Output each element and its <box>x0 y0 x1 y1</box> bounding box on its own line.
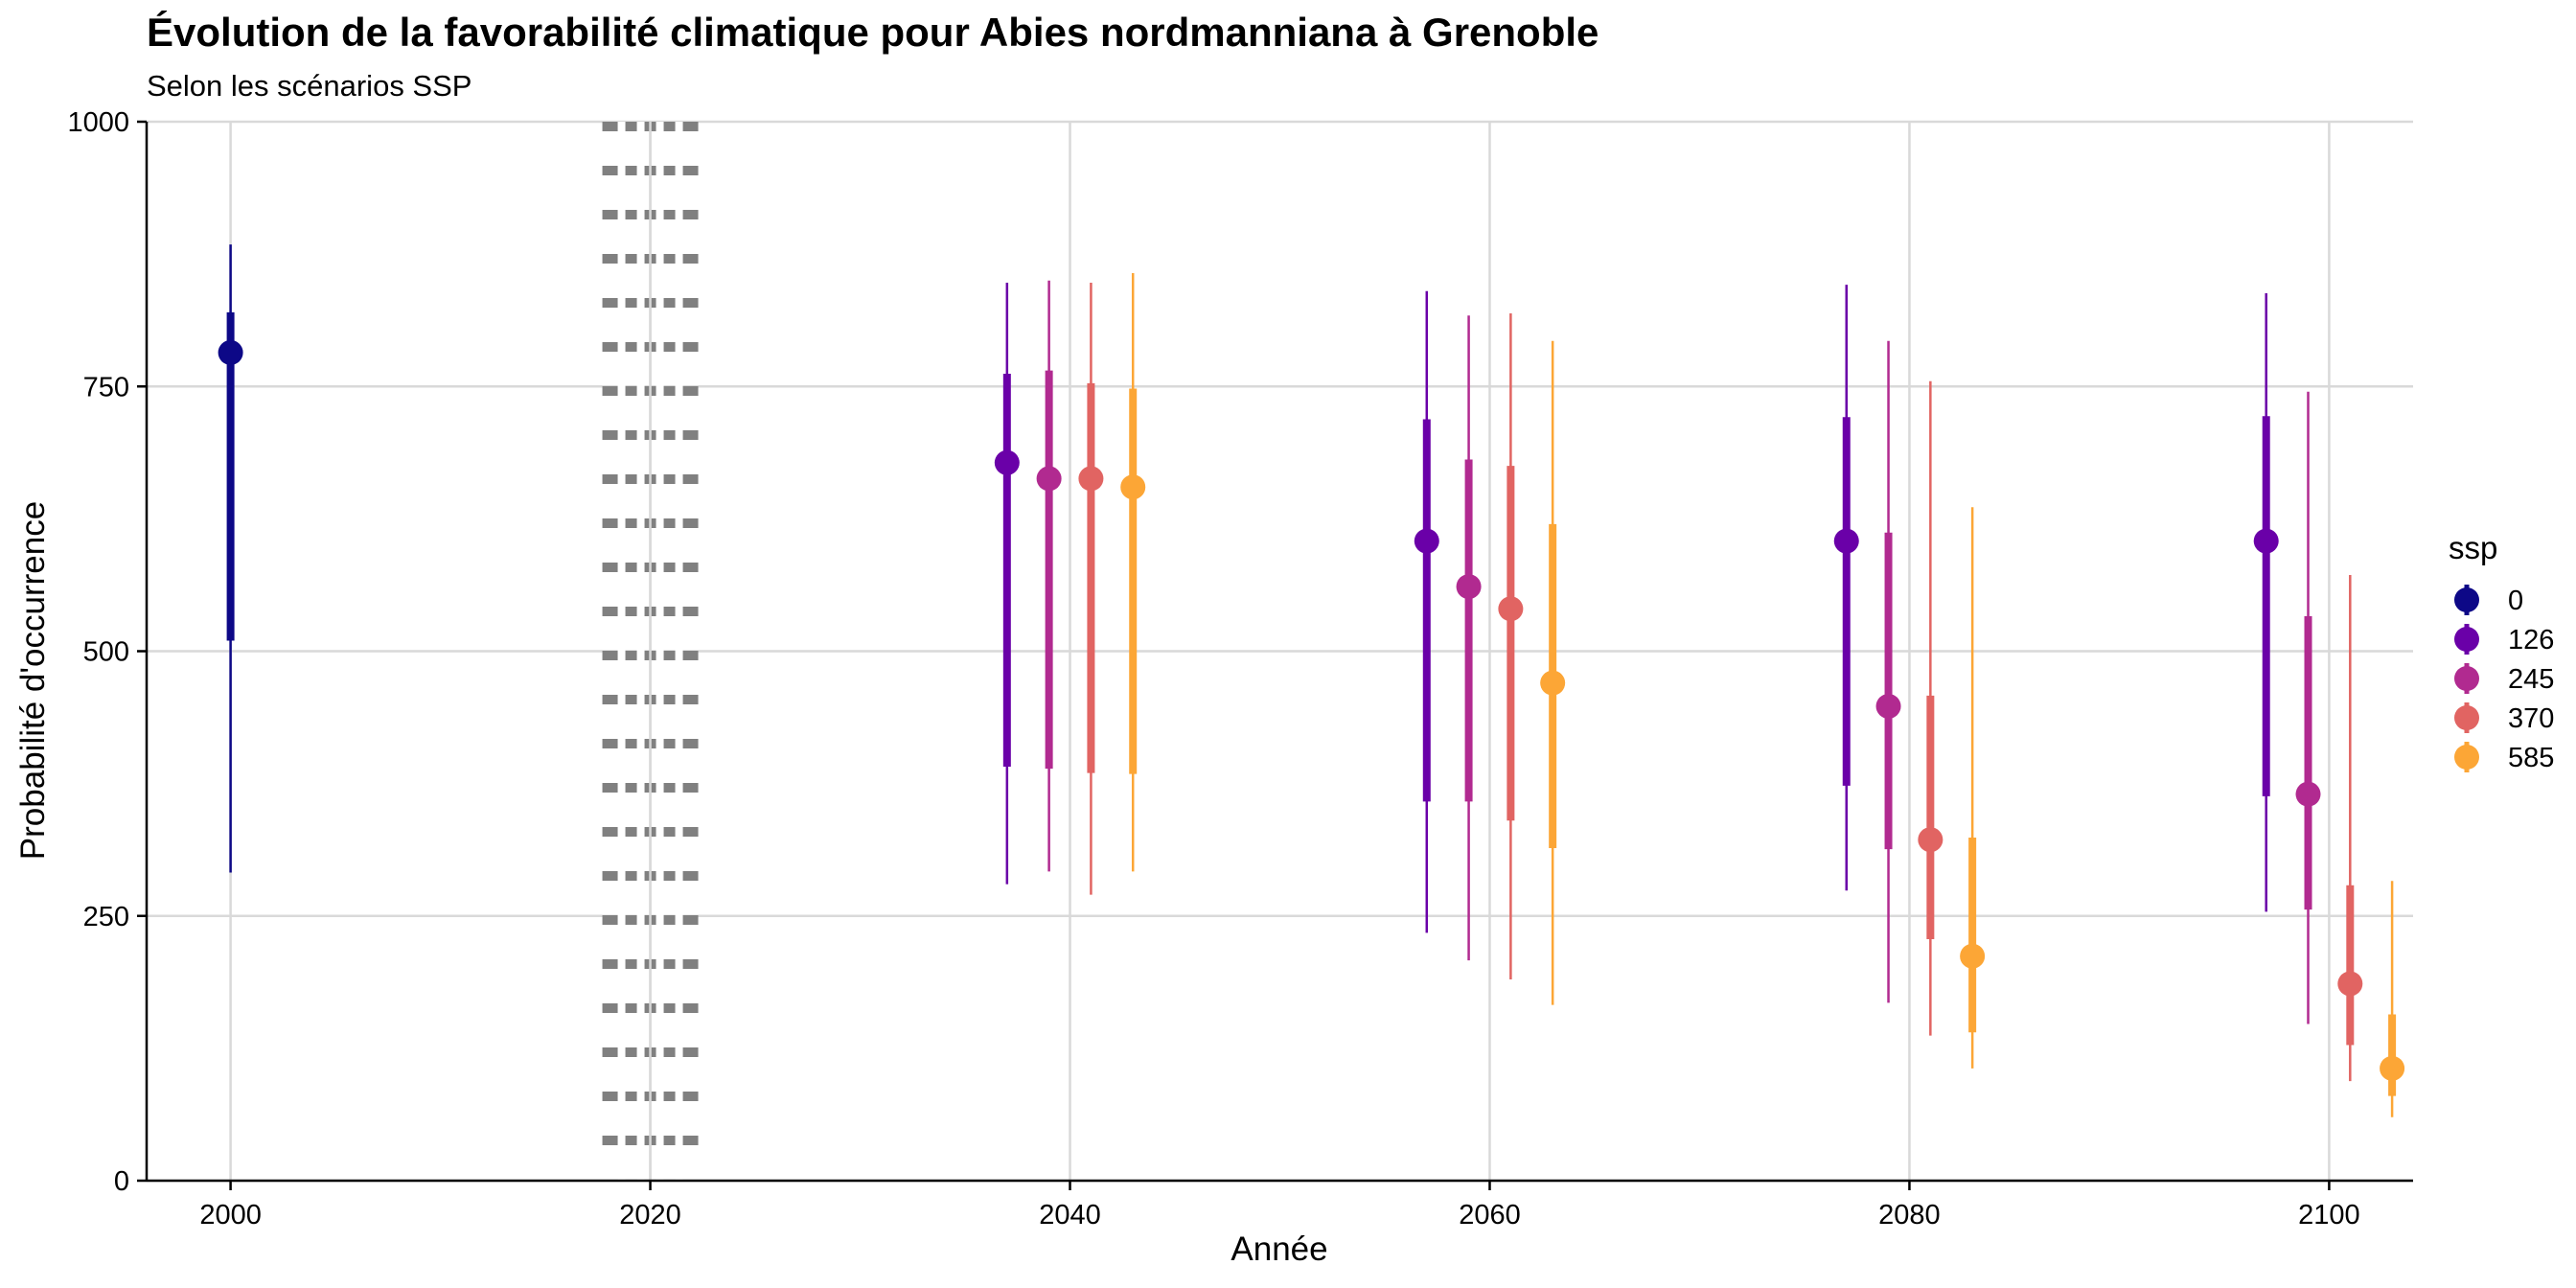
series-0 <box>218 244 243 873</box>
legend-item-370: 370 <box>2454 702 2554 734</box>
legend-label-585: 585 <box>2508 743 2554 773</box>
y-axis-title: Probabilité d'occurrence <box>14 501 52 860</box>
chart-title: Évolution de la favorabilité climatique … <box>147 10 1598 55</box>
point-ssp585-2083 <box>1960 943 1986 969</box>
point-ssp126-2097 <box>2253 528 2279 554</box>
legend-title: ssp <box>2449 530 2497 565</box>
legend-key-585 <box>2454 745 2479 770</box>
x-axis-title: Année <box>1230 1230 1327 1268</box>
grid <box>147 120 2413 1183</box>
point-ssp585-2103 <box>2380 1055 2405 1081</box>
legend-label-126: 126 <box>2508 625 2554 656</box>
x-tick-label-2040: 2040 <box>1039 1200 1101 1230</box>
x-tick-label-2020: 2020 <box>619 1200 681 1230</box>
point-ssp370-2101 <box>2337 971 2363 997</box>
chart-subtitle: Selon les scénarios SSP <box>147 69 472 103</box>
point-ssp585-2063 <box>1540 670 1566 696</box>
series-245 <box>1036 280 2321 1024</box>
plot-marks <box>218 244 2405 1117</box>
legend-label-370: 370 <box>2508 703 2554 734</box>
legend-label-245: 245 <box>2508 664 2554 695</box>
y-tick-label-0: 0 <box>114 1166 129 1197</box>
legend-item-0: 0 <box>2454 585 2523 616</box>
point-ssp370-2041 <box>1078 466 1104 492</box>
point-ssp126-2037 <box>994 449 1020 475</box>
point-ssp370-2061 <box>1498 596 1524 622</box>
x-tick-label-2000: 2000 <box>199 1200 262 1230</box>
point-ssp126-2077 <box>1833 528 1859 554</box>
x-tick-label-2100: 2100 <box>2298 1200 2360 1230</box>
y-tick-label-1000: 1000 <box>67 107 129 138</box>
point-ssp370-2081 <box>1918 827 1944 853</box>
legend-key-0 <box>2454 587 2479 612</box>
point-ssp126-2057 <box>1414 528 1439 554</box>
axes: 0 250 500 750 1000 2000 2020 2040 2060 2080 2100 <box>67 107 2413 1230</box>
series-585 <box>1120 273 2405 1117</box>
point-ssp585-2043 <box>1120 474 1146 500</box>
x-tick-label-2060: 2060 <box>1459 1200 1521 1230</box>
legend: ssp 0 126 245 370 585 <box>2449 530 2554 773</box>
series-370 <box>1078 282 2363 1082</box>
y-tick-label-500: 500 <box>83 637 129 668</box>
point-ssp245-2099 <box>2295 781 2321 807</box>
point-ssp245-2039 <box>1036 466 1062 492</box>
legend-item-585: 585 <box>2454 742 2554 773</box>
point-ssp245-2079 <box>1875 693 1901 719</box>
point-ssp245-2059 <box>1456 574 1482 600</box>
legend-label-0: 0 <box>2508 586 2523 616</box>
point-ssp0-2000 <box>218 339 243 365</box>
legend-item-126: 126 <box>2454 624 2554 656</box>
legend-key-126 <box>2454 627 2479 652</box>
reference-line-2020 <box>602 122 699 1181</box>
y-tick-label-250: 250 <box>83 902 129 932</box>
legend-key-370 <box>2454 705 2479 730</box>
legend-key-245 <box>2454 666 2479 691</box>
y-tick-label-750: 750 <box>83 372 129 402</box>
x-tick-label-2080: 2080 <box>1878 1200 1941 1230</box>
legend-item-245: 245 <box>2454 663 2554 695</box>
series-126 <box>994 282 2279 933</box>
